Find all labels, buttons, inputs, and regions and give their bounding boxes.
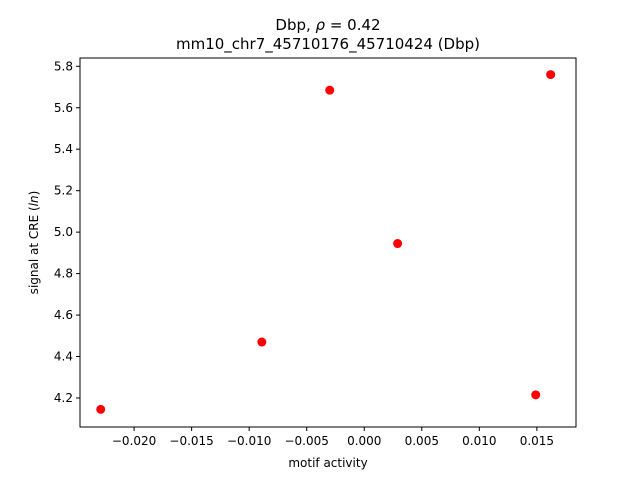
y-tick-label: 5.2 <box>54 184 73 198</box>
data-point <box>96 404 106 414</box>
chart-title-line1: Dbp, ρ = 0.42 <box>275 16 380 34</box>
data-point <box>546 70 556 80</box>
y-tick-label: 5.4 <box>54 142 73 156</box>
y-tick-label: 5.8 <box>54 59 73 73</box>
x-tick-label: 0.005 <box>405 434 439 448</box>
x-tick-label: −0.015 <box>169 434 213 448</box>
y-tick-label: 5.6 <box>54 101 73 115</box>
x-tick-label: 0.000 <box>347 434 381 448</box>
y-axis: 4.2 4.4 4.6 4.8 5.0 5.2 5.4 5.6 5.8 <box>54 59 80 405</box>
data-point <box>393 239 403 249</box>
data-point <box>257 337 267 347</box>
y-tick-label: 4.4 <box>54 350 73 364</box>
x-axis: −0.020 −0.015 −0.010 −0.005 0.000 0.005 0.010 0… <box>112 427 554 448</box>
y-axis-label: signal at CRE (ln) <box>27 191 41 295</box>
data-point <box>531 390 541 400</box>
x-tick-label: −0.005 <box>284 434 328 448</box>
chart-title-line2: mm10_chr7_45710176_45710424 (Dbp) <box>176 35 480 54</box>
data-points <box>96 70 556 414</box>
x-tick-label: 0.015 <box>520 434 554 448</box>
plot-area <box>79 57 577 428</box>
x-tick-label: −0.020 <box>112 434 156 448</box>
y-tick-label: 4.6 <box>54 308 73 322</box>
y-tick-label: 4.8 <box>54 267 73 281</box>
x-tick-label: 0.010 <box>462 434 496 448</box>
data-point <box>325 85 335 95</box>
x-axis-label: motif activity <box>288 456 367 470</box>
y-tick-label: 4.2 <box>54 391 73 405</box>
y-tick-label: 5.0 <box>54 225 73 239</box>
x-tick-label: −0.010 <box>227 434 271 448</box>
